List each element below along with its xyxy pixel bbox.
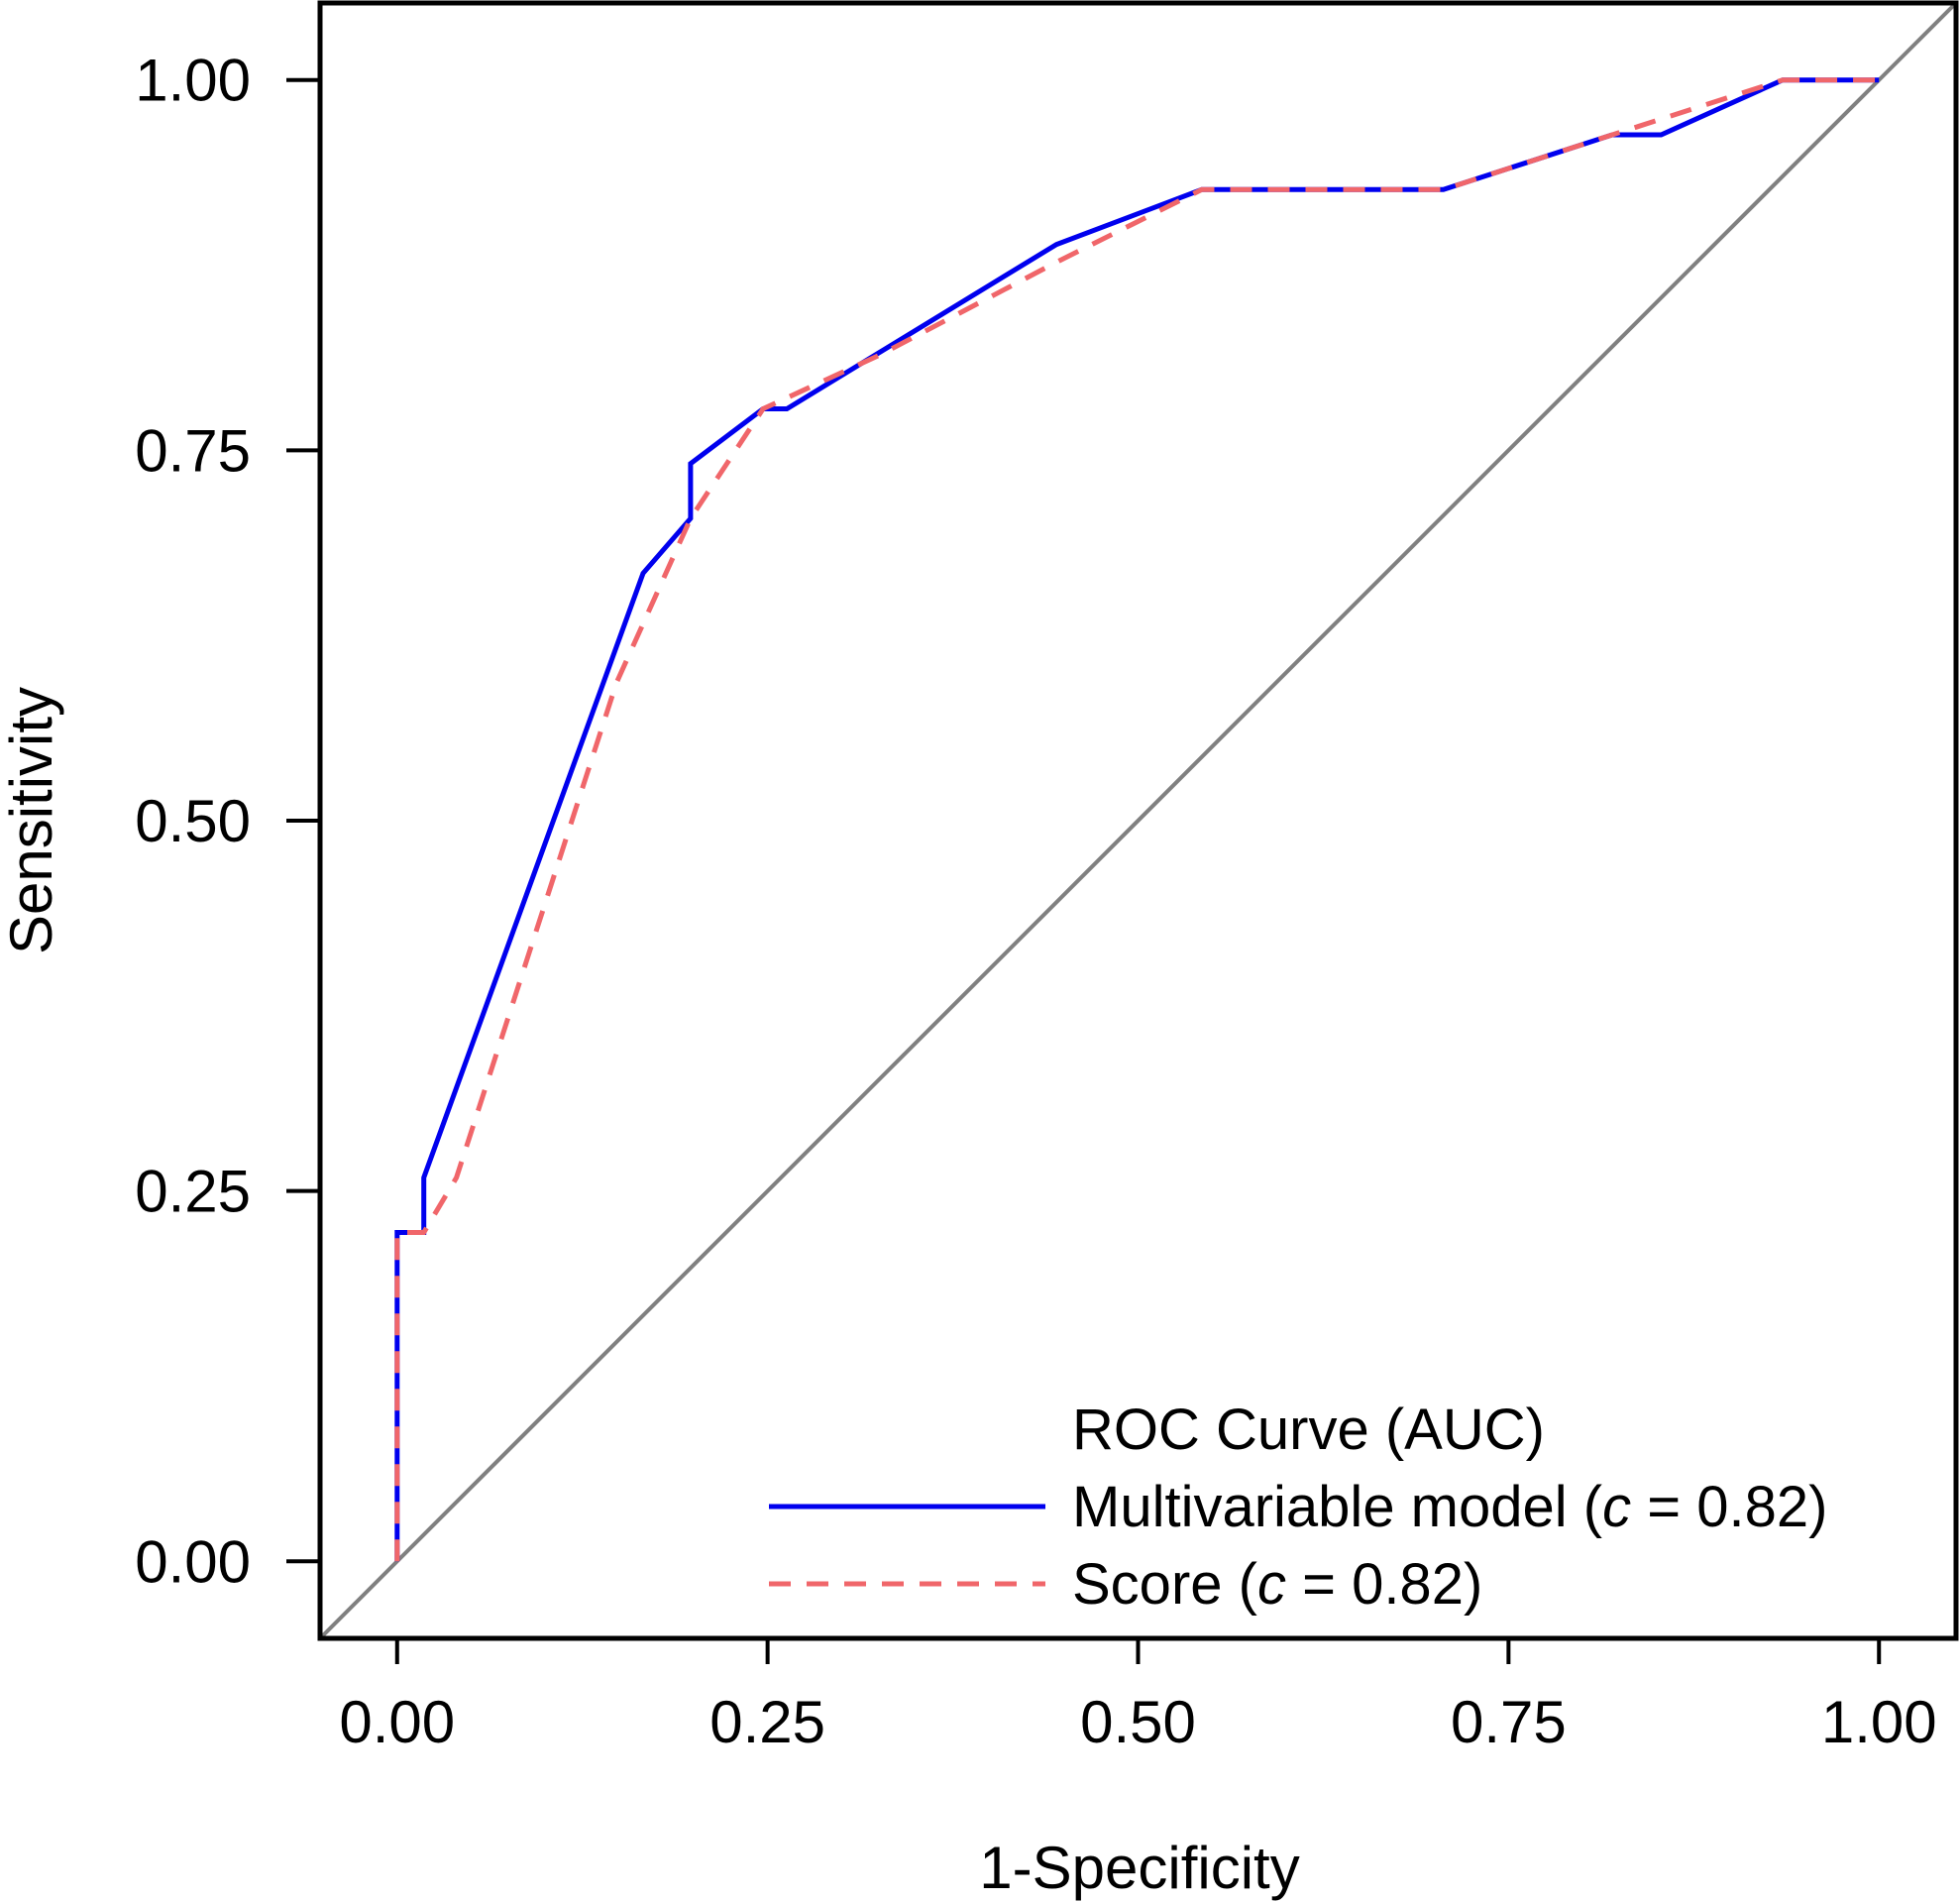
legend-c-value: 0.82 — [1352, 1552, 1464, 1617]
legend: ROC Curve (AUC) Multivariable model (c =… — [769, 1398, 1827, 1617]
legend-title: ROC Curve (AUC) — [1072, 1398, 1545, 1462]
legend-series-name: Score — [1072, 1552, 1223, 1617]
y-tick-label: 0.25 — [135, 1159, 251, 1225]
y-tick-label: 1.00 — [135, 48, 251, 114]
x-tick-label: 0.75 — [1451, 1689, 1567, 1755]
x-tick-label: 1.00 — [1821, 1689, 1937, 1755]
legend-series-name: Multivariable model — [1072, 1475, 1568, 1539]
legend-c-label: c — [1602, 1475, 1631, 1539]
legend-c-label: c — [1257, 1552, 1286, 1617]
reference-diagonal-line — [318, 1, 1958, 1640]
legend-entry-score: Score (c = 0.82) — [1072, 1552, 1482, 1617]
x-tick-label: 0.00 — [339, 1689, 455, 1755]
x-tick-label: 0.25 — [709, 1689, 825, 1755]
series-line-multivariable-model — [394, 77, 1880, 1562]
x-axis-title: 1-Specificity — [979, 1835, 1299, 1901]
legend-c-value: 0.82 — [1696, 1475, 1808, 1539]
y-axis-title: Sensitivity — [0, 687, 64, 954]
y-axis: 0.00 0.25 0.50 0.75 1.00 — [135, 48, 320, 1595]
y-tick-label: 0.75 — [135, 417, 251, 484]
y-tick-label: 0.00 — [135, 1528, 251, 1595]
x-tick-label: 0.50 — [1080, 1689, 1196, 1755]
plot-content — [318, 1, 1958, 1640]
x-axis: 0.00 0.25 0.50 0.75 1.00 — [339, 1638, 1937, 1755]
y-tick-label: 0.50 — [135, 788, 251, 854]
legend-entry-multivariable-model: Multivariable model (c = 0.82) — [1072, 1475, 1827, 1539]
